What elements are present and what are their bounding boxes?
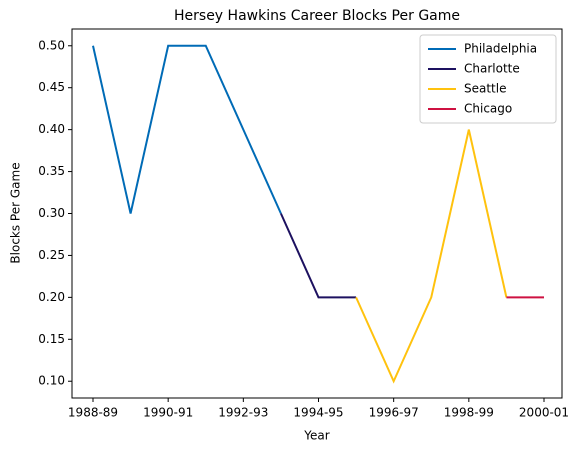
y-tick-label: 0.50 <box>38 38 65 52</box>
legend: Philadelphia Charlotte Seattle Chicago <box>419 34 557 124</box>
line-series <box>355 129 508 384</box>
line-series <box>92 44 282 214</box>
y-tick-label: 0.20 <box>38 290 65 304</box>
x-tick-label: 1994-95 <box>293 406 343 420</box>
x-tick-label: 1990-91 <box>143 406 193 420</box>
y-tick-label: 0.15 <box>38 332 65 346</box>
chart-title: Hersey Hawkins Career Blocks Per Game <box>174 8 460 24</box>
y-tick-label: 0.30 <box>38 206 65 220</box>
legend-box <box>419 34 557 124</box>
x-tick-label: 1988-89 <box>68 406 118 420</box>
legend-label: Chicago <box>464 102 512 116</box>
line-series <box>280 213 357 299</box>
legend-label: Seattle <box>464 82 506 96</box>
x-axis-label: Year <box>303 429 329 443</box>
x-tick-label: 1992-93 <box>218 406 268 420</box>
x-tick-label: 2000-01 <box>519 406 569 420</box>
x-tick-label: 1998-99 <box>444 406 494 420</box>
y-tick-label: 0.40 <box>38 122 65 136</box>
y-tick-label: 0.10 <box>38 374 65 388</box>
y-tick-label: 0.45 <box>38 80 65 94</box>
y-tick-label: 0.25 <box>38 248 65 262</box>
legend-label: Philadelphia <box>464 42 537 56</box>
legend-label: Charlotte <box>464 62 520 76</box>
plot-frame <box>71 28 563 399</box>
y-tick-label: 0.35 <box>38 164 65 178</box>
x-tick-label: 1996-97 <box>369 406 419 420</box>
y-axis-label: Blocks Per Game <box>9 162 23 263</box>
